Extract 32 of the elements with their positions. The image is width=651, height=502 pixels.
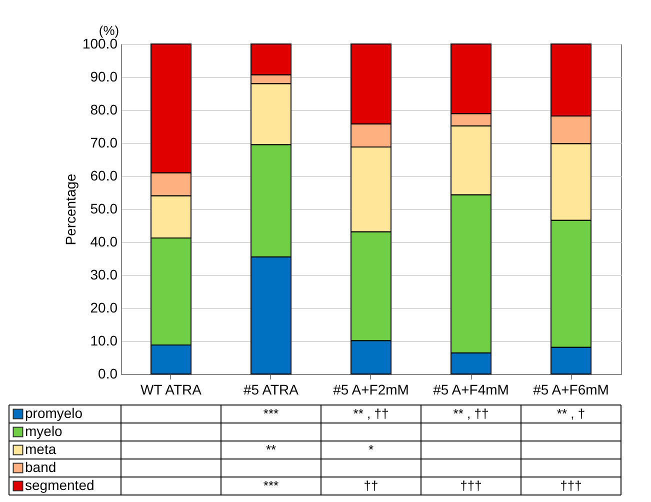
x-tick-label: #5 A+F6mM <box>533 382 609 398</box>
data-label: *** <box>263 406 279 421</box>
y-tick-label: 70.0 <box>90 134 118 150</box>
text: (%) <box>98 23 120 38</box>
x-tick-label: #5 ATRA <box>244 382 300 398</box>
y-tick-label: 20.0 <box>90 300 118 316</box>
y-tick-label: 40.0 <box>90 234 118 250</box>
y-tick-label: 60.0 <box>90 168 118 184</box>
y-tick-label: 0.0 <box>98 366 118 382</box>
legend-label: meta <box>25 441 56 457</box>
y-tick-label: 10.0 <box>90 332 118 348</box>
data-label: ** , † <box>556 406 586 421</box>
data-label: ** <box>266 442 276 457</box>
legend-label: promyelo <box>25 405 83 421</box>
data-label: ††† <box>560 478 582 493</box>
y-tick-label: 80.0 <box>90 102 118 118</box>
x-tick-label: #5 A+F2mM <box>333 382 409 398</box>
data-label: ** , †† <box>353 406 389 421</box>
legend-label: segmented <box>25 477 94 493</box>
y-tick-label: 50.0 <box>90 200 118 216</box>
data-label: * <box>368 442 374 457</box>
y-tick-label: 30.0 <box>90 266 118 282</box>
data-label: †† <box>364 478 378 493</box>
x-tick-label: #5 A+F4mM <box>433 382 509 398</box>
data-label: ** , †† <box>453 406 489 421</box>
legend-label: band <box>25 459 56 475</box>
y-axis-title: Percentage <box>62 173 78 246</box>
x-tick-label: WT ATRA <box>140 382 202 398</box>
y-tick-label: 90.0 <box>90 68 118 84</box>
data-label: ††† <box>460 478 482 493</box>
data-label: *** <box>263 478 279 493</box>
legend-label: myelo <box>25 423 63 439</box>
